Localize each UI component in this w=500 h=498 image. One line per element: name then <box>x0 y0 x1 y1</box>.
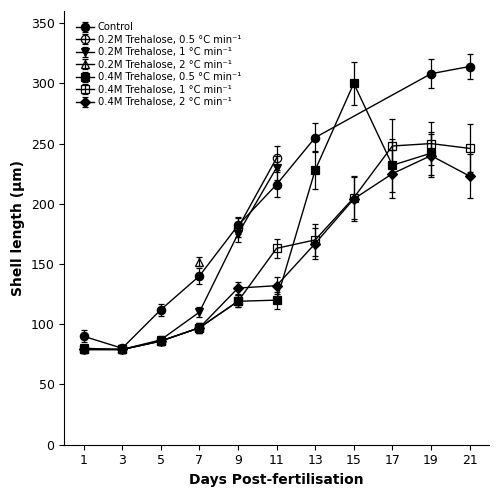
Legend: Control, 0.2M Trehalose, 0.5 °C min⁻¹, 0.2M Trehalose, 1 °C min⁻¹, 0.2M Trehalos: Control, 0.2M Trehalose, 0.5 °C min⁻¹, 0… <box>74 20 243 110</box>
Y-axis label: Shell length (μm): Shell length (μm) <box>11 160 25 296</box>
X-axis label: Days Post-fertilisation: Days Post-fertilisation <box>190 473 364 487</box>
